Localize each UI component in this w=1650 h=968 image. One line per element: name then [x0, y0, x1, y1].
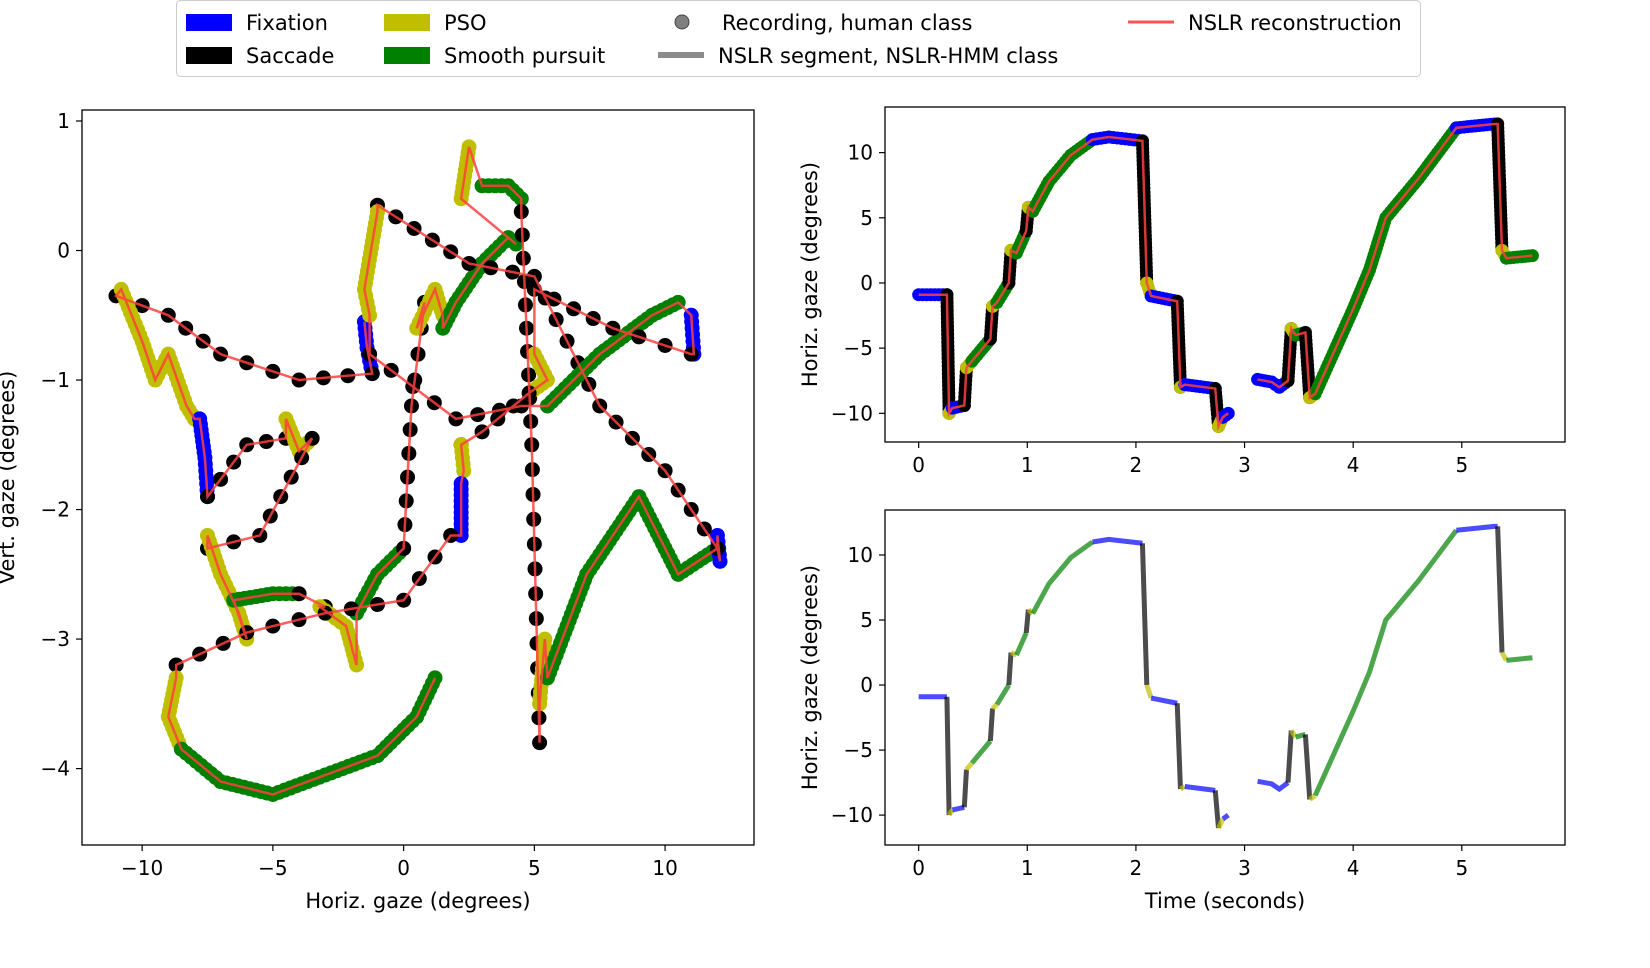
x-tick-label: 3 — [1238, 453, 1251, 477]
nslr-segment — [1092, 536, 1143, 546]
axes-frame — [81, 109, 755, 846]
nslr-segment — [969, 739, 993, 765]
nslr-segment — [1179, 784, 1187, 792]
nslr-segment — [1221, 813, 1230, 822]
legend-swatch — [384, 14, 430, 31]
bottom-right-segment-plot: 0 1 2 3 4 5 10 5 0 −5 −10 Time (seconds) Horiz. gaze… — [798, 509, 1566, 913]
y-tick-label: 1 — [57, 109, 70, 133]
x-tick-label: 1 — [1021, 856, 1034, 880]
nslr-segment — [1144, 684, 1154, 699]
y-tick-label: 0 — [57, 239, 70, 263]
y-tick-label: −3 — [41, 627, 70, 651]
legend-label: Recording, human class — [722, 11, 972, 35]
nslr-segment — [1456, 523, 1498, 533]
x-axis-label: Time (seconds) — [1144, 889, 1305, 913]
legend-label: Smooth pursuit — [444, 44, 605, 68]
top-right-time-scatter-plot: 0 1 2 3 4 5 10 5 0 −5 −10 Horiz. gaze (degrees) — [798, 106, 1566, 477]
y-tick-label: −5 — [844, 738, 873, 762]
nslr-segment — [1257, 778, 1290, 793]
legend-label: Saccade — [246, 44, 334, 68]
nslr-segment — [1312, 528, 1459, 797]
nslr-segment — [1499, 651, 1509, 662]
legend-label: Fixation — [246, 11, 328, 35]
nslr-segment — [944, 696, 952, 816]
nslr-reconstruction-line — [113, 146, 722, 796]
x-tick-label: −5 — [258, 856, 287, 880]
nslr-segment — [990, 702, 999, 711]
y-tick-label: 0 — [860, 673, 873, 697]
x-tick-label: 0 — [912, 856, 925, 880]
nslr-segment — [1023, 609, 1031, 634]
y-axis-label: Horiz. gaze (degrees) — [798, 565, 822, 790]
x-tick-label: 4 — [1347, 856, 1360, 880]
y-tick-label: 5 — [860, 206, 873, 230]
plot-area — [918, 523, 1533, 830]
nslr-segment — [1506, 655, 1533, 663]
y-tick-label: 10 — [848, 141, 873, 165]
nslr-segment — [987, 708, 996, 742]
nslr-segment — [961, 769, 969, 808]
y-tick-label: 0 — [860, 271, 873, 295]
x-tick-label: 5 — [528, 856, 541, 880]
nslr-segment — [1174, 703, 1183, 790]
nslr-segment — [964, 761, 974, 772]
nslr-segment — [1006, 652, 1014, 686]
x-tick-label: 4 — [1347, 453, 1360, 477]
nslr-reconstruction-line — [918, 135, 1229, 432]
nslr-segment — [1308, 793, 1317, 802]
x-tick-label: 2 — [1130, 856, 1143, 880]
x-tick-label: 0 — [397, 856, 410, 880]
legend-swatch — [384, 47, 430, 64]
y-tick-label: −10 — [831, 803, 873, 827]
legend-frame — [176, 0, 1421, 77]
nslr-segment — [1139, 543, 1150, 686]
nslr-segment — [1216, 817, 1226, 830]
y-tick-label: 10 — [848, 543, 873, 567]
nslr-segment — [1285, 730, 1294, 783]
legend-marker-icon — [674, 14, 690, 30]
x-tick-label: 0 — [912, 453, 925, 477]
y-tick-label: −4 — [41, 757, 70, 781]
nslr-segment — [946, 808, 955, 817]
legend: Fixation Saccade PSO Smooth pursuit Recordin… — [176, 0, 1421, 77]
nslr-segment — [1150, 695, 1178, 706]
x-tick-label: 3 — [1238, 856, 1251, 880]
x-tick-label: 1 — [1021, 453, 1034, 477]
nslr-segment — [1289, 729, 1298, 739]
y-tick-label: −5 — [844, 336, 873, 360]
y-tick-label: −2 — [41, 498, 70, 522]
nslr-segment — [1302, 734, 1313, 800]
x-tick-label: 2 — [1130, 453, 1143, 477]
y-tick-label: 5 — [860, 608, 873, 632]
legend-label: PSO — [444, 11, 487, 35]
nslr-segment — [994, 683, 1011, 706]
nslr-segment — [951, 804, 965, 813]
plot-area — [912, 117, 1539, 433]
y-tick-label: −1 — [41, 368, 70, 392]
legend-label: NSLR reconstruction — [1188, 11, 1402, 35]
nslr-reconstruction-line — [1257, 122, 1533, 401]
nslr-segment — [1495, 526, 1505, 653]
y-tick-label: −10 — [831, 401, 873, 425]
x-tick-label: 5 — [1455, 856, 1468, 880]
nslr-segment — [1184, 783, 1216, 793]
plot-area — [108, 139, 728, 802]
x-tick-label: −10 — [121, 856, 163, 880]
x-axis-label: Horiz. gaze (degrees) — [305, 889, 530, 913]
legend-swatch — [186, 14, 232, 31]
y-axis-label: Horiz. gaze (degrees) — [798, 162, 822, 387]
axes-frame — [884, 106, 1566, 443]
x-tick-label: 10 — [652, 856, 677, 880]
y-axis-label: Vert. gaze (degrees) — [0, 371, 19, 585]
nslr-segment — [1212, 790, 1221, 829]
legend-label: NSLR segment, NSLR-HMM class — [718, 44, 1058, 68]
legend-swatch — [186, 47, 232, 64]
nslr-segment — [1030, 539, 1094, 615]
nslr-segment — [1014, 632, 1029, 657]
axes-frame — [884, 509, 1566, 846]
x-tick-label: 5 — [1455, 453, 1468, 477]
